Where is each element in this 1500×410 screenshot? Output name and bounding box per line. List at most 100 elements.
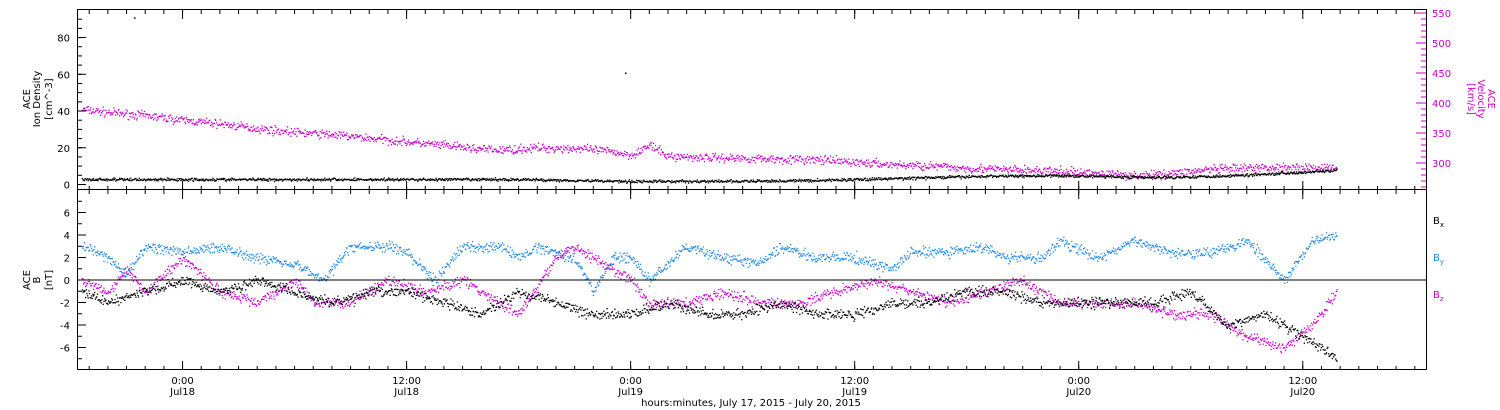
ion-density-series-point <box>641 182 644 184</box>
velocity-series-point <box>1146 172 1148 175</box>
velocity-series-point <box>1007 172 1009 174</box>
velocity-series-point <box>495 151 497 153</box>
b-blue-series-point <box>718 254 720 256</box>
ion-density-series-point <box>828 178 830 180</box>
ion-density-series-point <box>1150 176 1152 178</box>
b-blue-series-point <box>484 249 487 251</box>
velocity-series-point <box>897 164 900 166</box>
ion-density-series-point <box>1250 173 1252 176</box>
b-blue-series-point <box>310 274 312 276</box>
velocity-series-point <box>916 162 919 165</box>
ion-density-series-point <box>1276 174 1278 176</box>
b-blue-series-point <box>485 244 487 246</box>
ion-density-series-point <box>88 178 91 180</box>
ion-density-series-point <box>1298 171 1300 173</box>
ion-density-series-point <box>731 182 733 184</box>
velocity-series-point <box>174 117 176 120</box>
b-blue-series-point <box>103 260 105 263</box>
velocity-series-point <box>603 149 605 151</box>
ion-density-series-point <box>909 176 911 178</box>
ion-density-series-point <box>767 181 769 184</box>
b-blue-series-point <box>274 258 276 260</box>
velocity-series-point <box>242 126 244 128</box>
b-blue-series-point <box>136 260 138 262</box>
ion-density-series-point <box>94 179 97 181</box>
ion-density-series-point <box>884 177 886 179</box>
velocity-series-point <box>956 168 958 171</box>
ion-density-series-point <box>111 179 113 181</box>
velocity-series-point <box>1035 168 1038 170</box>
b-blue-series-point <box>515 256 517 258</box>
ion-density-series-point <box>175 180 178 182</box>
ion-density-series-point <box>745 179 747 182</box>
ion-density-series-point <box>1164 178 1166 180</box>
ion-density-series-point <box>322 179 324 182</box>
ion-density-series-point <box>1097 175 1099 178</box>
ion-density-series-point <box>938 176 940 179</box>
velocity-series-point <box>1067 172 1069 175</box>
ion-density-series-point <box>886 178 888 180</box>
velocity-series-point <box>1320 167 1322 169</box>
ion-density-series-point <box>520 178 523 181</box>
ion-density-series-point <box>756 180 758 183</box>
b-blue-series-point <box>513 256 515 258</box>
velocity-series-point <box>922 169 924 171</box>
b-blue-series-point <box>740 259 742 261</box>
velocity-series-point <box>1132 175 1134 177</box>
ion-density-series-point <box>446 178 448 180</box>
b-blue-series-point <box>552 250 554 252</box>
b-blue-series-point <box>373 247 375 249</box>
velocity-series-point <box>1324 166 1326 169</box>
ion-density-series-point <box>117 179 119 181</box>
ion-density-series-point <box>291 179 293 181</box>
ion-density-series-point <box>157 180 159 182</box>
velocity-series-point <box>460 148 462 150</box>
velocity-series-point <box>596 150 598 152</box>
ion-density-series-point <box>290 179 292 181</box>
ion-density-series-point <box>618 179 621 181</box>
ion-density-series-point <box>1052 174 1054 176</box>
ion-density-series-point <box>185 179 187 181</box>
ion-density-series-point <box>1092 177 1094 179</box>
velocity-series-point <box>1109 173 1111 175</box>
velocity-series-point <box>469 146 471 148</box>
velocity-series-point <box>1192 169 1194 171</box>
b-blue-series-point <box>575 262 578 264</box>
b-blue-series-point <box>126 273 129 275</box>
ion-density-series-point <box>1054 173 1056 176</box>
b-blue-series-point <box>807 259 809 261</box>
velocity-series-point <box>790 155 792 157</box>
velocity-series-point <box>637 154 639 156</box>
velocity-series-point <box>814 162 816 164</box>
b-blue-series-point <box>191 250 193 252</box>
ion-density-series-point <box>1009 175 1011 177</box>
ion-density-series-point <box>1214 177 1216 179</box>
velocity-series-point <box>479 147 481 149</box>
ion-density-series-point <box>705 181 707 184</box>
ion-density-series-point <box>462 179 464 181</box>
velocity-series-point <box>379 136 381 138</box>
b-blue-series-point <box>713 257 715 259</box>
velocity-series-point <box>1154 175 1156 177</box>
ion-density-series-point <box>1315 170 1317 172</box>
ion-density-series-point <box>558 181 561 183</box>
b-blue-series-point <box>577 262 579 264</box>
b-blue-series-point <box>551 249 553 251</box>
velocity-series-point <box>1164 173 1166 175</box>
ion-density-series-point <box>534 180 536 182</box>
velocity-series-point <box>502 152 504 155</box>
velocity-series-point <box>135 114 137 116</box>
b-blue-series-point <box>708 254 710 256</box>
velocity-series-point <box>458 145 461 147</box>
velocity-series-point <box>1236 164 1238 167</box>
ion-density-series-point <box>912 179 914 181</box>
velocity-series-point <box>1301 165 1303 167</box>
b-blue-series-point <box>490 246 493 248</box>
velocity-series-point <box>1026 168 1028 170</box>
ion-density-series-point <box>143 178 146 180</box>
ion-density-series-point <box>1110 175 1112 177</box>
velocity-series-point <box>251 131 253 133</box>
ion-density-series-point <box>585 180 587 182</box>
velocity-series-point <box>477 150 479 152</box>
b-blue-series-point <box>559 254 561 257</box>
